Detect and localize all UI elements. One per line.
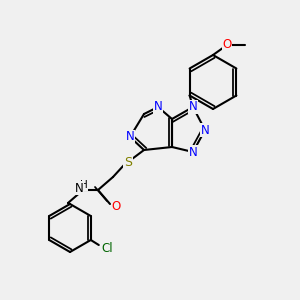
Text: H: H: [80, 180, 88, 190]
Text: O: O: [111, 200, 121, 212]
Text: N: N: [189, 100, 197, 113]
Text: N: N: [154, 100, 162, 113]
Text: O: O: [222, 38, 232, 52]
Text: N: N: [75, 182, 83, 194]
Text: N: N: [189, 146, 197, 158]
Text: S: S: [124, 155, 132, 169]
Text: N: N: [201, 124, 209, 136]
Text: Cl: Cl: [101, 242, 112, 254]
Text: N: N: [126, 130, 134, 143]
